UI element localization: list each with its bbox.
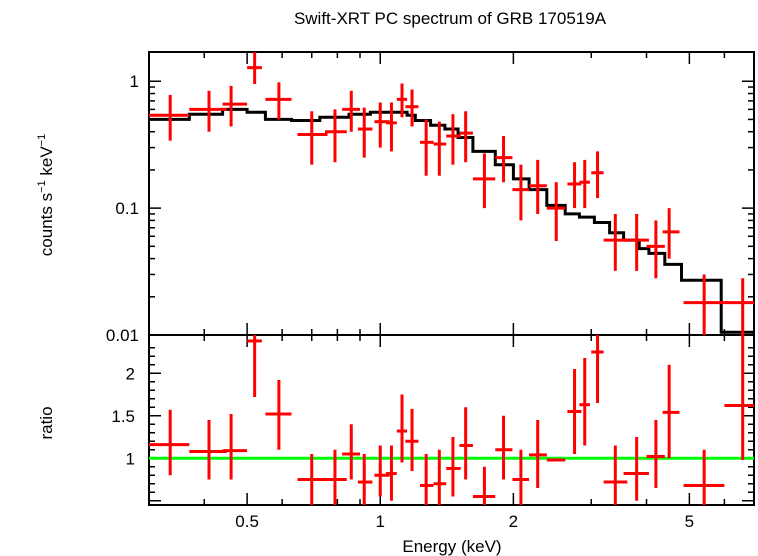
x-tick-label: 2 [509,512,518,531]
y-tick-label: 1 [126,449,135,468]
y-axis-label-ratio: ratio [37,406,56,439]
y-tick-label: 0.01 [106,326,139,345]
x-tick-label: 5 [685,512,694,531]
x-tick-label: 0.5 [235,512,259,531]
y-tick-label: 0.1 [115,199,139,218]
x-tick-label: 1 [376,512,385,531]
ratio-panel-frame [148,334,755,506]
x-axis-label: Energy (keV) [402,537,501,556]
y-tick-label: 1 [130,72,139,91]
y-tick-label: 1.5 [111,407,135,426]
spectrum-panel-frame [148,51,755,336]
model-step-line [149,107,754,334]
y-axis-label-spectrum: counts s−1 keV−1 [36,134,56,256]
plot-layer: 0.5 1 2 5 0.01 0.1 1 1 1.5 2 [106,51,755,531]
y-tick-label: 2 [126,364,135,383]
chart-title: Swift-XRT PC spectrum of GRB 170519A [294,9,607,28]
